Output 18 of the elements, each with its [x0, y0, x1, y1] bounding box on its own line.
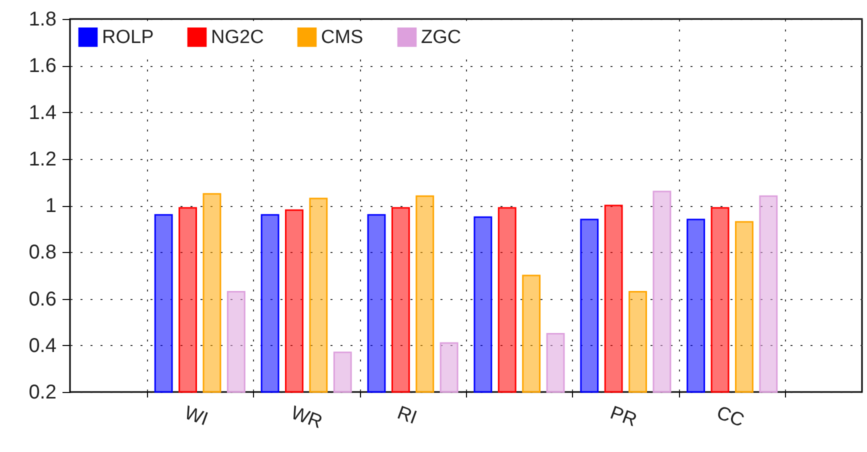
- legend-label: ZGC: [421, 27, 462, 48]
- y-tick-label: 1.6: [28, 55, 56, 78]
- y-tick-label: 0.2: [28, 382, 56, 404]
- legend-label: CMS: [321, 27, 364, 48]
- x-tick-label: RI: [394, 402, 420, 429]
- y-tick-label: 1: [45, 195, 56, 217]
- y-tick-label: 0.4: [28, 334, 56, 357]
- y-tick-label: 0.8: [28, 242, 56, 264]
- x-tick-label: WI: [182, 402, 211, 430]
- x-tick-label: WR: [288, 402, 325, 434]
- x-tick-label: PR: [607, 402, 640, 432]
- y-tick-label: 1.4: [28, 102, 56, 124]
- x-tick-label: CC: [714, 402, 747, 432]
- y-tick-label: 0.6: [28, 288, 56, 310]
- legend-label: ROLP: [102, 27, 154, 48]
- y-tick-label: 1.2: [28, 148, 56, 170]
- legend-label: NG2C: [211, 27, 264, 48]
- y-tick-label: 1.8: [28, 8, 56, 30]
